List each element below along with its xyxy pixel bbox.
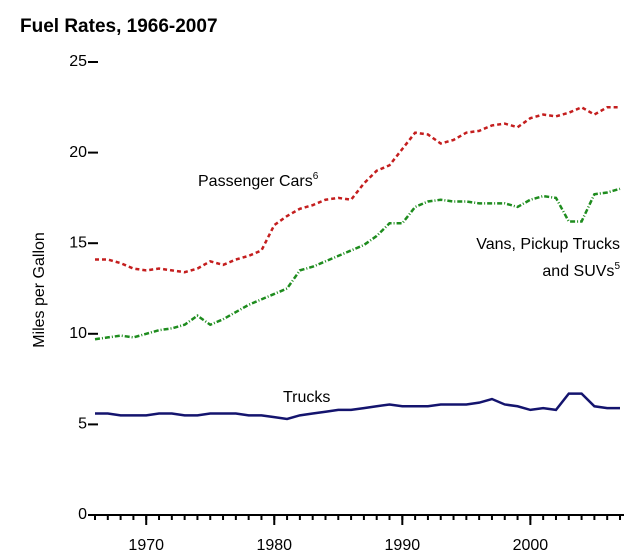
y-tick-label: 10 (69, 325, 87, 342)
x-tick-label: 1990 (385, 537, 421, 553)
series-label-text: Vans, Pickup Trucks (476, 236, 620, 253)
series-label-text: Passenger Cars (198, 173, 313, 190)
chart-title: Fuel Rates, 1966-2007 (20, 16, 218, 37)
series-line (95, 392, 620, 421)
series-line (94, 187, 621, 341)
series-label: and SUVs5 (542, 261, 620, 281)
y-tick-label: 15 (69, 234, 87, 251)
x-tick-label: 1980 (256, 537, 292, 553)
series-label: Passenger Cars6 (198, 171, 319, 191)
series-label-text: and SUVs (542, 263, 614, 280)
x-tick-label: 2000 (513, 537, 549, 553)
series-line (95, 105, 620, 274)
series-label-text: Trucks (283, 389, 330, 406)
series-label: Vans, Pickup Trucks (476, 236, 620, 253)
x-tick-label: 1970 (128, 537, 164, 553)
y-axis-label: Miles per Gallon (31, 232, 48, 348)
y-tick-label: 25 (69, 53, 87, 70)
series-footnote: 5 (614, 261, 620, 272)
y-tick-label: 20 (69, 144, 87, 161)
y-tick-label: 5 (78, 416, 87, 433)
series-footnote: 6 (313, 171, 319, 182)
y-tick-label: 0 (78, 506, 87, 523)
series-label: Trucks (283, 389, 330, 406)
